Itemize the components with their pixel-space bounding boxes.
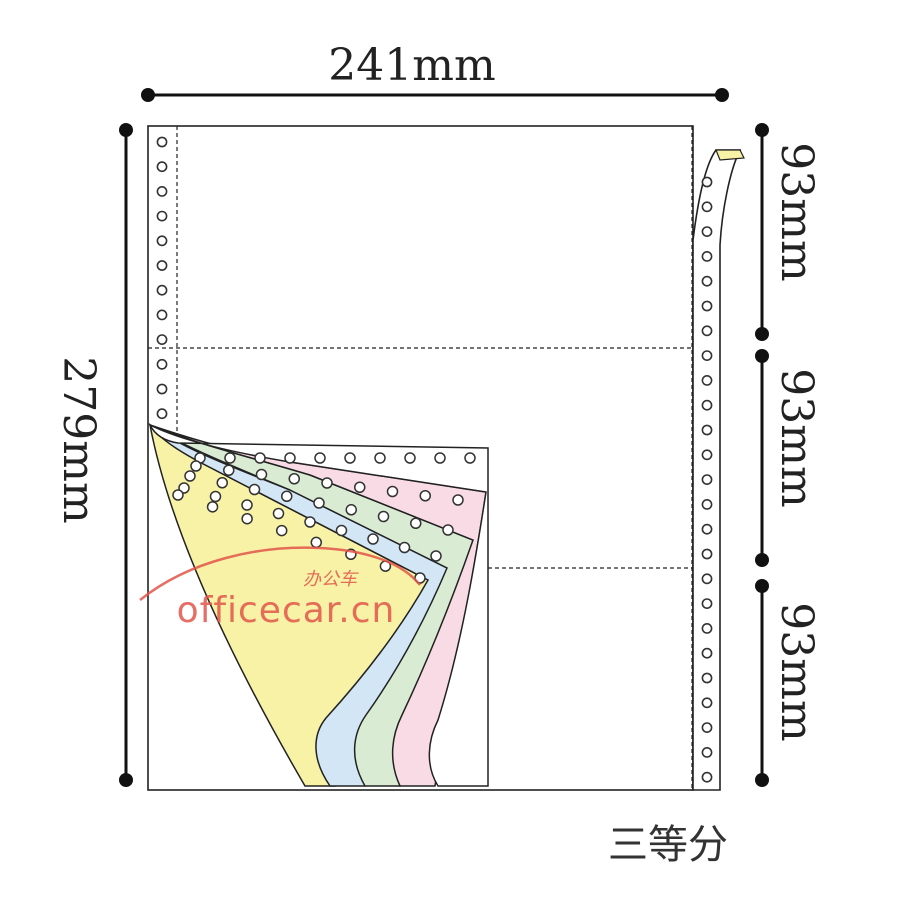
fanned-layer-holes: [172, 452, 476, 584]
perforation-hole: [374, 452, 386, 464]
perforation-hole: [701, 672, 713, 684]
perforation-hole: [701, 226, 713, 237]
perforation-hole: [172, 489, 184, 501]
white-top-layer: [148, 423, 489, 787]
perforation-hole: [701, 647, 713, 659]
perforation-hole: [701, 722, 713, 733]
perforation-hole: [310, 536, 323, 549]
perforation-hole: [701, 771, 713, 783]
section-3-label: 93mm: [771, 602, 822, 741]
perforation-hole: [377, 510, 390, 523]
perforation-hole: [701, 573, 713, 585]
perforation-hole: [701, 399, 713, 411]
perforation-hole: [701, 424, 713, 436]
watermark-text: officecar.cn: [177, 590, 396, 631]
perforation-hole: [404, 452, 416, 464]
perforation-hole: [464, 452, 476, 464]
perforation-hole: [430, 550, 442, 562]
perforation-hole: [254, 452, 266, 464]
perforation-hole: [156, 358, 168, 370]
perforation-hole: [224, 452, 236, 464]
perforation-hole: [701, 548, 713, 560]
caption-third-division: 三等分: [608, 822, 728, 868]
watermark-chinese: 办公车: [303, 569, 359, 590]
section-2-label: 93mm: [771, 368, 822, 507]
perforation-hole: [314, 452, 326, 464]
perforation-hole: [272, 507, 285, 520]
perforation-hole: [701, 374, 713, 386]
perforation-hole: [223, 464, 235, 476]
perforation-hole: [156, 309, 168, 321]
left-perforation-holes: [156, 136, 168, 420]
perforation-hole: [701, 747, 713, 758]
perforation-hole: [284, 452, 296, 464]
perforation-hole: [386, 485, 399, 498]
perforation-hole: [335, 524, 348, 537]
perforation-hole: [452, 494, 464, 506]
perforation-hole: [701, 250, 713, 262]
perforation-hole: [248, 483, 261, 496]
perforation-hole: [419, 490, 431, 502]
perforation-hole: [701, 176, 713, 188]
perforation-hole: [367, 533, 379, 545]
perforation-hole: [701, 474, 713, 485]
right-tractor-strip: [692, 149, 745, 791]
perforation-hole: [156, 383, 168, 395]
watermark: 办公车 officecar.cn: [139, 546, 421, 631]
perforation-hole: [241, 499, 253, 511]
perforation-hole: [398, 541, 411, 554]
perforation-hole: [241, 512, 253, 525]
perforation-hole: [701, 697, 713, 709]
height-dimension: 279mm: [53, 123, 133, 787]
perforation-hole: [344, 452, 356, 464]
perforation-hole: [701, 201, 713, 213]
perforation-hole: [701, 623, 713, 634]
perforation-hole: [156, 136, 168, 148]
perforation-hole: [442, 524, 454, 536]
width-dimension: 241mm: [141, 40, 729, 102]
perforation-hole: [156, 210, 168, 222]
perforation-hole: [345, 504, 357, 516]
perforation-hole: [209, 490, 222, 503]
perforation-hole: [206, 501, 219, 513]
perforation-hole: [701, 449, 713, 461]
perforation-hole: [354, 481, 366, 493]
right-perforation-holes: [701, 176, 713, 783]
perforation-hole: [156, 161, 168, 173]
perforation-hole: [156, 284, 168, 296]
perforation-hole: [275, 524, 288, 537]
section-dimensions: 93mm 93mm 93mm: [755, 123, 822, 787]
perforation-hole: [410, 517, 422, 529]
perforation-hole: [701, 498, 713, 510]
perforation-hole: [216, 477, 228, 489]
perforation-hole: [184, 470, 196, 482]
perforation-hole: [701, 275, 713, 287]
width-label: 241mm: [328, 40, 495, 91]
perforation-hole: [156, 260, 168, 271]
perforation-hole: [255, 468, 268, 481]
section-1-label: 93mm: [771, 142, 822, 281]
perforation-hole: [434, 452, 446, 464]
perforation-hole: [156, 334, 168, 345]
perforation-hole: [304, 516, 316, 528]
perforation-hole: [701, 523, 713, 535]
perforation-hole: [701, 325, 713, 337]
perforation-hole: [701, 350, 713, 361]
perforation-hole: [156, 185, 168, 197]
perforation-hole: [156, 408, 168, 420]
perforation-hole: [288, 473, 300, 485]
perforation-hole: [701, 598, 713, 609]
perforation-hole: [190, 460, 202, 472]
perforation-hole: [156, 235, 168, 247]
perforation-hole: [701, 300, 713, 312]
perforation-hole: [281, 490, 293, 502]
perforation-hole: [321, 477, 333, 489]
height-label: 279mm: [53, 356, 104, 523]
perforation-hole: [313, 497, 325, 509]
